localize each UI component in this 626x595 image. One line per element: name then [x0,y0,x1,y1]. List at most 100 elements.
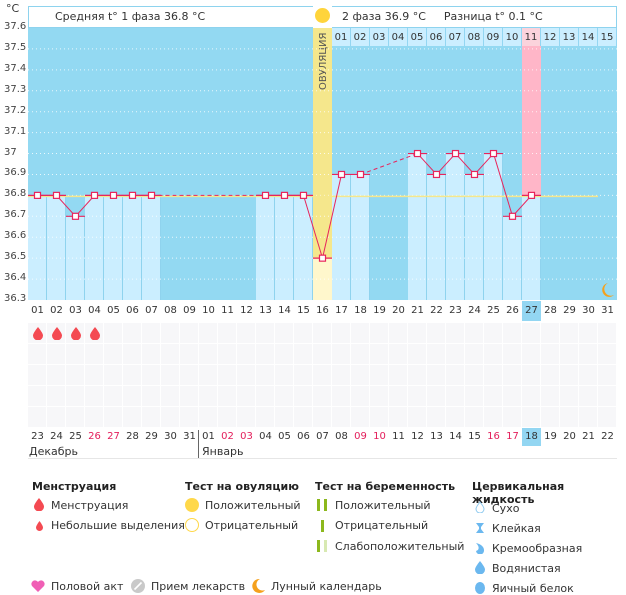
symptom-cell[interactable] [142,344,161,365]
symptom-cell[interactable] [408,344,427,365]
symptom-cell[interactable] [541,323,560,344]
symptom-cell[interactable] [446,386,465,407]
calendar-date[interactable]: 31 [183,431,196,442]
calendar-date[interactable]: 06 [297,431,310,442]
cycle-day-label[interactable]: 28 [544,305,557,316]
symptom-cell[interactable] [66,407,85,428]
calendar-date[interactable]: 30 [164,431,177,442]
symptom-cell[interactable] [294,386,313,407]
symptom-cell[interactable] [427,323,446,344]
calendar-date[interactable]: 09 [354,431,367,442]
symptom-cell[interactable] [484,323,503,344]
symptom-cell[interactable] [332,365,351,386]
symptom-cell[interactable] [104,344,123,365]
calendar-date[interactable]: 27 [107,431,120,442]
symptom-cell[interactable] [389,344,408,365]
symptom-cell[interactable] [161,407,180,428]
symptom-cell[interactable] [503,386,522,407]
calendar-date[interactable]: 11 [392,431,405,442]
symptom-cell[interactable] [579,365,598,386]
symptom-cell[interactable] [104,365,123,386]
symptom-cell[interactable] [66,365,85,386]
symptom-cell[interactable] [446,365,465,386]
calendar-date[interactable]: 14 [449,431,462,442]
symptom-cell[interactable] [294,365,313,386]
symptom-cell[interactable] [389,407,408,428]
symptom-cell[interactable] [123,344,142,365]
symptom-cell[interactable] [351,386,370,407]
symptom-cell[interactable] [351,407,370,428]
symptom-cell[interactable] [484,365,503,386]
calendar-date[interactable]: 29 [145,431,158,442]
symptom-cell[interactable] [218,323,237,344]
symptom-cell[interactable] [351,344,370,365]
symptom-cell[interactable] [465,407,484,428]
symptom-cell[interactable] [465,365,484,386]
symptom-cell[interactable] [85,365,104,386]
calendar-date[interactable]: 02 [221,431,234,442]
symptom-cell[interactable] [161,344,180,365]
symptom-cell[interactable] [408,323,427,344]
symptom-cell[interactable] [465,344,484,365]
symptom-cell[interactable] [503,407,522,428]
cycle-day-label[interactable]: 07 [145,305,158,316]
symptom-cell[interactable] [560,323,579,344]
calendar-date[interactable]: 07 [316,431,329,442]
symptom-cell[interactable] [180,407,199,428]
cycle-day-label[interactable]: 25 [487,305,500,316]
symptom-cell[interactable] [522,365,541,386]
symptom-cell[interactable] [237,386,256,407]
symptom-cell[interactable] [294,323,313,344]
symptom-cell[interactable] [142,365,161,386]
cycle-day-label[interactable]: 02 [50,305,63,316]
symptom-cell[interactable] [47,365,66,386]
symptom-cell[interactable] [503,323,522,344]
symptom-cell[interactable] [560,344,579,365]
symptom-cell[interactable] [598,407,617,428]
symptom-cell[interactable] [275,386,294,407]
symptom-cell[interactable] [370,407,389,428]
symptom-cell[interactable] [47,344,66,365]
symptom-cell[interactable] [218,386,237,407]
cycle-day-label[interactable]: 11 [221,305,234,316]
calendar-date[interactable]: 13 [430,431,443,442]
symptom-cell[interactable] [370,365,389,386]
symptom-cell[interactable] [218,344,237,365]
symptom-cell[interactable] [446,407,465,428]
symptom-cell[interactable] [579,386,598,407]
symptom-cell[interactable] [218,407,237,428]
symptom-cell[interactable] [389,365,408,386]
symptom-cell[interactable] [161,365,180,386]
symptom-cell[interactable] [237,323,256,344]
symptom-cell[interactable] [370,344,389,365]
symptom-cell[interactable] [541,407,560,428]
symptom-cell[interactable] [275,365,294,386]
symptom-cell[interactable] [484,386,503,407]
symptom-cell[interactable] [199,323,218,344]
cycle-day-label[interactable]: 31 [601,305,614,316]
symptom-cell[interactable] [180,365,199,386]
cycle-day-label[interactable]: 03 [69,305,82,316]
symptom-cell[interactable] [579,323,598,344]
symptom-cell[interactable] [275,323,294,344]
symptom-cell[interactable] [313,323,332,344]
symptom-cell[interactable] [237,365,256,386]
symptom-cell[interactable] [389,323,408,344]
symptom-cell[interactable] [142,386,161,407]
cycle-day-label[interactable]: 27 [522,301,541,321]
symptom-cell[interactable] [598,323,617,344]
symptom-cell[interactable] [66,344,85,365]
symptom-cell[interactable] [313,365,332,386]
cycle-day-label[interactable]: 06 [126,305,139,316]
cycle-day-label[interactable]: 15 [297,305,310,316]
cycle-day-label[interactable]: 26 [506,305,519,316]
calendar-date[interactable]: 04 [259,431,272,442]
symptom-cell[interactable] [199,407,218,428]
symptom-cell[interactable] [389,386,408,407]
symptom-cell[interactable] [427,386,446,407]
symptom-cell[interactable] [446,344,465,365]
cycle-day-label[interactable]: 18 [354,305,367,316]
calendar-date[interactable]: 25 [69,431,82,442]
symptom-cell[interactable] [332,344,351,365]
symptom-cell[interactable] [199,386,218,407]
